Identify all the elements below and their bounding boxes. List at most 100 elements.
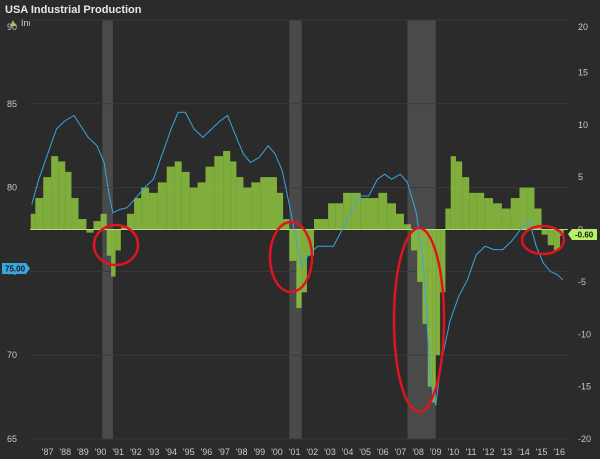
ip-bar [335, 203, 344, 230]
ip-bar [328, 203, 336, 230]
x-tick-label: '07 [395, 447, 407, 457]
x-tick-label: '00 [271, 447, 283, 457]
x-tick-label: '87 [42, 447, 54, 457]
ip-bar [174, 161, 182, 230]
ip-bar [501, 208, 511, 230]
x-tick-label: '88 [59, 447, 71, 457]
left-value-badge: 75.00 [2, 263, 30, 274]
annotation-circles [92, 220, 566, 414]
capacity-utilization-line [31, 111, 564, 406]
ip-bar [157, 182, 167, 230]
ip-bar [493, 203, 502, 230]
ip-bar [343, 192, 352, 230]
ip-bar [445, 208, 451, 230]
ip-bar [422, 229, 428, 324]
ip-bar [541, 229, 548, 235]
x-tick-label: '96 [201, 447, 213, 457]
ip-bar [351, 192, 361, 230]
x-tick-label: '14 [518, 447, 530, 457]
ip-bar [260, 177, 270, 230]
x-tick-label: '94 [165, 447, 177, 457]
x-tick-label: '93 [148, 447, 160, 457]
ip-bar [71, 198, 79, 230]
ip-bar [181, 171, 190, 230]
x-tick-label: '09 [430, 447, 442, 457]
right-badge-text: -0.60 [575, 231, 594, 240]
ip-bar [411, 229, 418, 251]
x-tick-label: '08 [412, 447, 424, 457]
ip-bar [417, 229, 423, 282]
ip-bar [243, 187, 252, 230]
ip-bar [484, 198, 494, 230]
ip-bar [435, 229, 441, 356]
left-tick-label: 80 [7, 183, 17, 193]
ip-bar [396, 213, 404, 230]
ip-bar [35, 198, 44, 230]
ip-bar [289, 229, 297, 261]
ip-bar [378, 192, 388, 230]
ip-bar [476, 192, 485, 230]
x-axis-ticks: '87 '88 '89 '90 '91 '92 '93 '94 '95 '96 '97 '98 '99 '… [42, 447, 565, 457]
x-tick-label: '03 [324, 447, 336, 457]
ip-bar [360, 198, 370, 230]
ip-bar [519, 187, 528, 230]
right-tick-label: 10 [578, 120, 588, 130]
ip-bar [469, 192, 477, 230]
ip-bar [427, 229, 433, 387]
ip-bar [58, 161, 66, 230]
ip-bar [205, 166, 215, 230]
ip-bar [43, 177, 52, 230]
ip-bar [440, 229, 446, 293]
ip-bar [527, 187, 535, 230]
ip-bar [276, 192, 284, 230]
x-tick-label: '05 [359, 447, 371, 457]
ip-bar [432, 229, 436, 403]
x-tick-label: '12 [483, 447, 495, 457]
right-tick-label: -20 [578, 434, 591, 444]
right-tick-label: -10 [578, 329, 591, 339]
ip-bar [403, 224, 412, 230]
right-tick-label: 15 [578, 67, 588, 77]
ip-bar [321, 219, 329, 230]
ip-bar [214, 156, 224, 230]
legend-marker-ip [10, 20, 16, 26]
ip-bar [547, 229, 554, 246]
ip-bar [462, 177, 470, 230]
ip-bar [251, 182, 261, 230]
ip-bar [134, 198, 142, 230]
ip-bar [30, 213, 36, 230]
ip-bar [510, 198, 520, 230]
ip-bar [296, 229, 302, 309]
x-tick-label: '02 [306, 447, 318, 457]
ip-bar [65, 171, 72, 230]
ip-bar [115, 229, 121, 251]
x-tick-label: '13 [500, 447, 512, 457]
ip-bar [51, 156, 59, 230]
annotation-circle-1991 [92, 223, 140, 267]
x-tick-label: '06 [377, 447, 389, 457]
right-tick-label: -15 [578, 382, 591, 392]
right-tick-label: -5 [578, 277, 586, 287]
ip-bar [223, 150, 231, 230]
ip-bar [141, 187, 150, 230]
x-tick-label: '16 [553, 447, 565, 457]
ip-bar [301, 229, 307, 293]
ip-bar [236, 177, 244, 230]
ip-bar [197, 182, 206, 230]
ip-bar [189, 187, 198, 230]
ip-bar [230, 161, 237, 230]
annotation-circle-2009 [392, 226, 446, 414]
annotation-circle-2016 [520, 224, 566, 256]
ip-bar [93, 221, 101, 230]
ip-bar [283, 219, 290, 230]
x-tick-label: '11 [465, 447, 476, 457]
left-tick-label: 70 [7, 350, 17, 360]
x-tick-label: '98 [236, 447, 248, 457]
x-tick-label: '89 [77, 447, 89, 457]
ip-bar [86, 229, 94, 233]
ip-bars [30, 150, 564, 403]
left-badge-text: 75.00 [5, 265, 26, 274]
annotation-circle-2001 [268, 220, 314, 294]
x-tick-label: '92 [130, 447, 142, 457]
ip-bar [450, 156, 456, 230]
